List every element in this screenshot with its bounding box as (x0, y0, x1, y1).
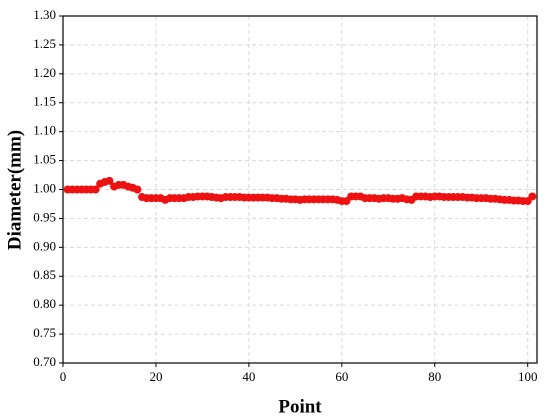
x-tick-label: 80 (428, 369, 441, 384)
x-tick-label: 100 (518, 369, 538, 384)
x-axis-title: Point (278, 396, 322, 417)
x-tick-label: 0 (60, 369, 67, 384)
point (105, 176, 114, 185)
y-tick-label: 1.25 (33, 36, 56, 51)
point (133, 185, 142, 194)
y-axis-title: Diameter(mm) (4, 130, 25, 250)
x-tick-label: 20 (149, 369, 162, 384)
point (91, 185, 100, 194)
x-tick-label: 40 (242, 369, 255, 384)
y-tick-label: 1.05 (33, 152, 56, 167)
y-tick-label: 0.90 (33, 238, 56, 253)
y-tick-label: 0.80 (33, 296, 56, 311)
y-tick-label: 0.85 (33, 267, 56, 282)
y-tick-label: 0.75 (33, 325, 56, 340)
x-tick-label: 60 (335, 369, 348, 384)
y-tick-label: 1.15 (33, 94, 56, 109)
y-tick-label: 1.30 (33, 7, 56, 22)
y-tick-label: 1.10 (33, 123, 56, 138)
plot-frame (62, 15, 538, 364)
y-tick-label: 1.20 (33, 65, 56, 80)
y-tick-label: 0.70 (33, 354, 56, 369)
y-tick-label: 1.00 (33, 180, 56, 195)
point (528, 192, 537, 201)
y-tick-label: 0.95 (33, 209, 56, 224)
